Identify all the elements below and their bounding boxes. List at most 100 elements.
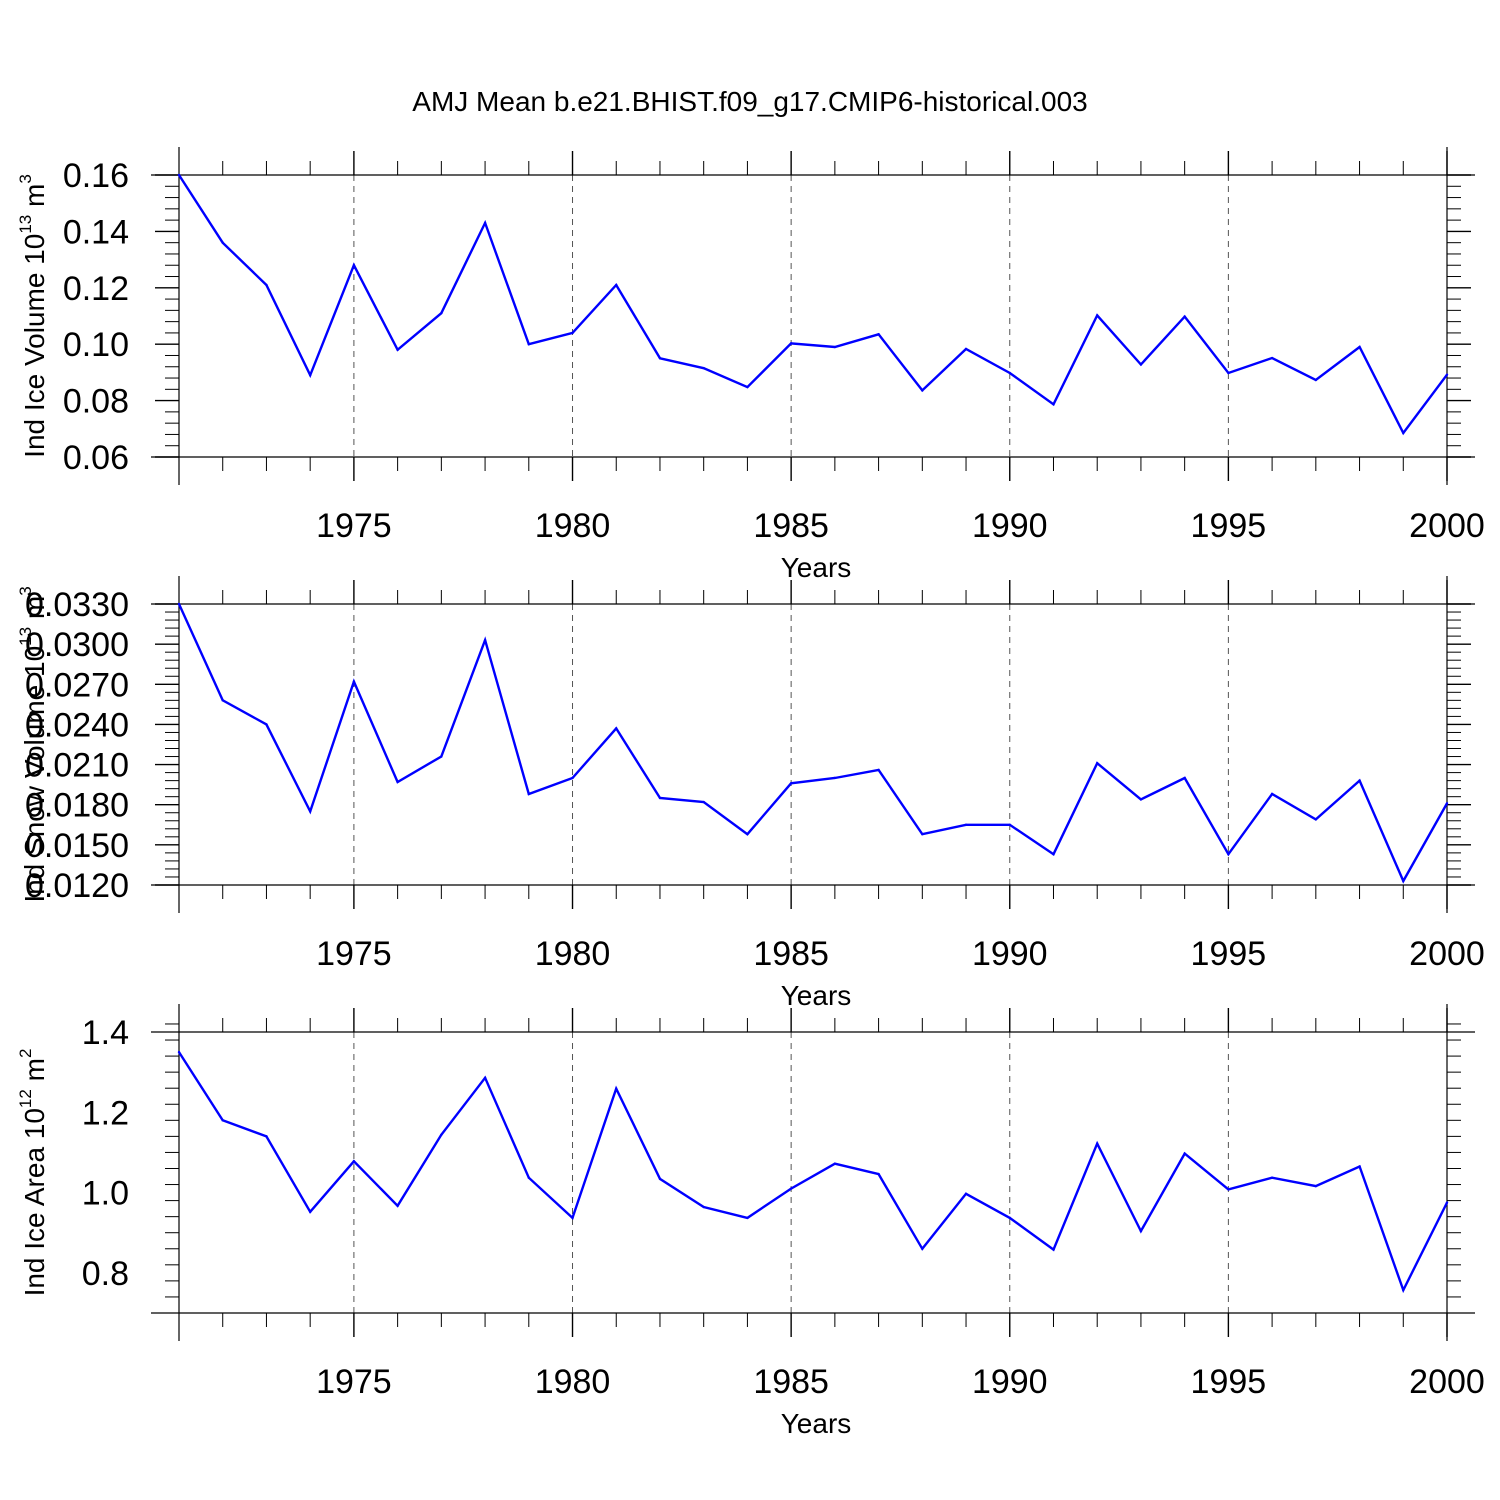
x-axis-label: Years xyxy=(781,980,852,1011)
data-point xyxy=(877,1172,880,1176)
data-point xyxy=(789,342,793,345)
y-tick-label: 0.16 xyxy=(63,157,129,195)
data-point xyxy=(964,347,968,351)
data-point xyxy=(1139,798,1143,801)
x-tick-label: 2000 xyxy=(1409,507,1485,545)
data-point xyxy=(1358,1165,1361,1168)
data-point xyxy=(1096,1142,1099,1145)
data-point xyxy=(877,333,880,336)
data-point xyxy=(1402,431,1405,435)
y-axis-label: Ind Snow Volume 1013 m3 xyxy=(16,586,50,902)
data-point xyxy=(352,1160,356,1163)
data-point xyxy=(221,699,224,702)
data-point xyxy=(615,283,618,287)
y-tick-label: 1.4 xyxy=(82,1014,129,1052)
data-point xyxy=(615,727,618,730)
x-tick-label: 1980 xyxy=(535,1363,611,1401)
data-point xyxy=(921,832,924,836)
x-tick-label: 1990 xyxy=(972,507,1048,545)
data-point xyxy=(1402,1288,1405,1292)
data-point xyxy=(177,1050,181,1054)
data-point xyxy=(1096,314,1099,317)
panel-3: 1975 1980 1985 1990 1995 2000 Years 0.8 1.0 1.2 1.… xyxy=(16,1004,1485,1439)
data-point xyxy=(1314,818,1318,821)
data-point xyxy=(702,800,705,804)
y-tick-label: 0.0180 xyxy=(25,787,129,825)
data-point xyxy=(1270,356,1274,360)
x-tick-label: 1990 xyxy=(972,935,1048,973)
data-point xyxy=(177,173,181,177)
series-line xyxy=(177,174,1448,436)
data-point xyxy=(483,221,487,225)
data-point xyxy=(1270,1176,1274,1179)
data-point xyxy=(1314,378,1318,382)
data-point xyxy=(1052,1248,1055,1251)
data-point xyxy=(789,782,793,785)
y-tick-label: 0.0120 xyxy=(25,867,129,905)
data-point xyxy=(658,796,662,800)
x-tick-label: 1985 xyxy=(753,935,829,973)
x-axis-label: Years xyxy=(781,1408,852,1439)
data-point xyxy=(483,1076,487,1079)
data-point xyxy=(352,680,356,683)
data-point xyxy=(1008,823,1011,826)
data-point xyxy=(1445,1201,1449,1204)
data-point xyxy=(746,832,749,836)
data-point xyxy=(571,1216,574,1220)
data-point xyxy=(658,357,662,360)
data-point xyxy=(1270,792,1274,796)
data-point xyxy=(1402,879,1405,883)
data-point xyxy=(702,366,705,370)
series-line xyxy=(177,1051,1449,1294)
y-tick-label: 1.2 xyxy=(82,1094,129,1132)
data-point xyxy=(308,1210,312,1214)
data-point xyxy=(1183,315,1186,318)
data-point xyxy=(571,776,574,780)
x-tick-label: 1990 xyxy=(972,1363,1048,1401)
data-point xyxy=(833,1162,837,1165)
data-point xyxy=(964,1192,968,1195)
y-tick-label: 0.12 xyxy=(63,270,129,308)
data-point xyxy=(352,264,356,267)
x-tick-label: 1995 xyxy=(1191,507,1267,545)
data-point xyxy=(1358,345,1361,349)
data-point xyxy=(396,1204,399,1208)
data-point xyxy=(1358,779,1361,782)
data-point xyxy=(527,343,530,346)
chart-title: AMJ Mean b.e21.BHIST.f09_g17.CMIP6-histo… xyxy=(412,86,1087,117)
data-point xyxy=(921,1247,924,1250)
data-point xyxy=(1008,371,1011,375)
data-point xyxy=(877,768,880,772)
data-point xyxy=(1227,1188,1230,1191)
data-point xyxy=(308,374,312,377)
y-tick-label: 0.08 xyxy=(63,383,129,421)
data-point xyxy=(527,792,530,796)
y-tick-label: 0.8 xyxy=(82,1255,129,1293)
data-point xyxy=(1445,802,1449,805)
x-tick-label: 2000 xyxy=(1409,1363,1485,1401)
panel-1: 1975 1980 1985 1990 1995 2000 Years 0.06 0.08 0.1… xyxy=(16,147,1485,583)
y-tick-label: 0.0150 xyxy=(25,827,129,865)
data-point xyxy=(1314,1184,1318,1188)
x-tick-label: 1995 xyxy=(1191,935,1267,973)
data-point xyxy=(1052,403,1055,406)
data-point xyxy=(265,723,268,726)
data-point xyxy=(396,780,399,784)
data-point xyxy=(440,755,443,758)
data-point xyxy=(833,776,837,780)
data-point xyxy=(1445,373,1449,376)
x-axis-label: Years xyxy=(781,552,852,583)
x-tick-label: 1975 xyxy=(316,1363,392,1401)
data-point xyxy=(396,348,399,352)
data-point xyxy=(789,1187,793,1190)
data-point xyxy=(308,810,312,813)
data-point xyxy=(1008,1216,1011,1220)
data-point xyxy=(1227,371,1230,375)
y-axis-label: Ind Ice Area 1012 m2 xyxy=(16,1049,50,1297)
x-tick-label: 1980 xyxy=(535,935,611,973)
x-tick-label: 1975 xyxy=(316,935,392,973)
data-point xyxy=(1227,853,1230,856)
y-tick-label: 0.0240 xyxy=(25,706,129,744)
data-point xyxy=(571,331,574,335)
